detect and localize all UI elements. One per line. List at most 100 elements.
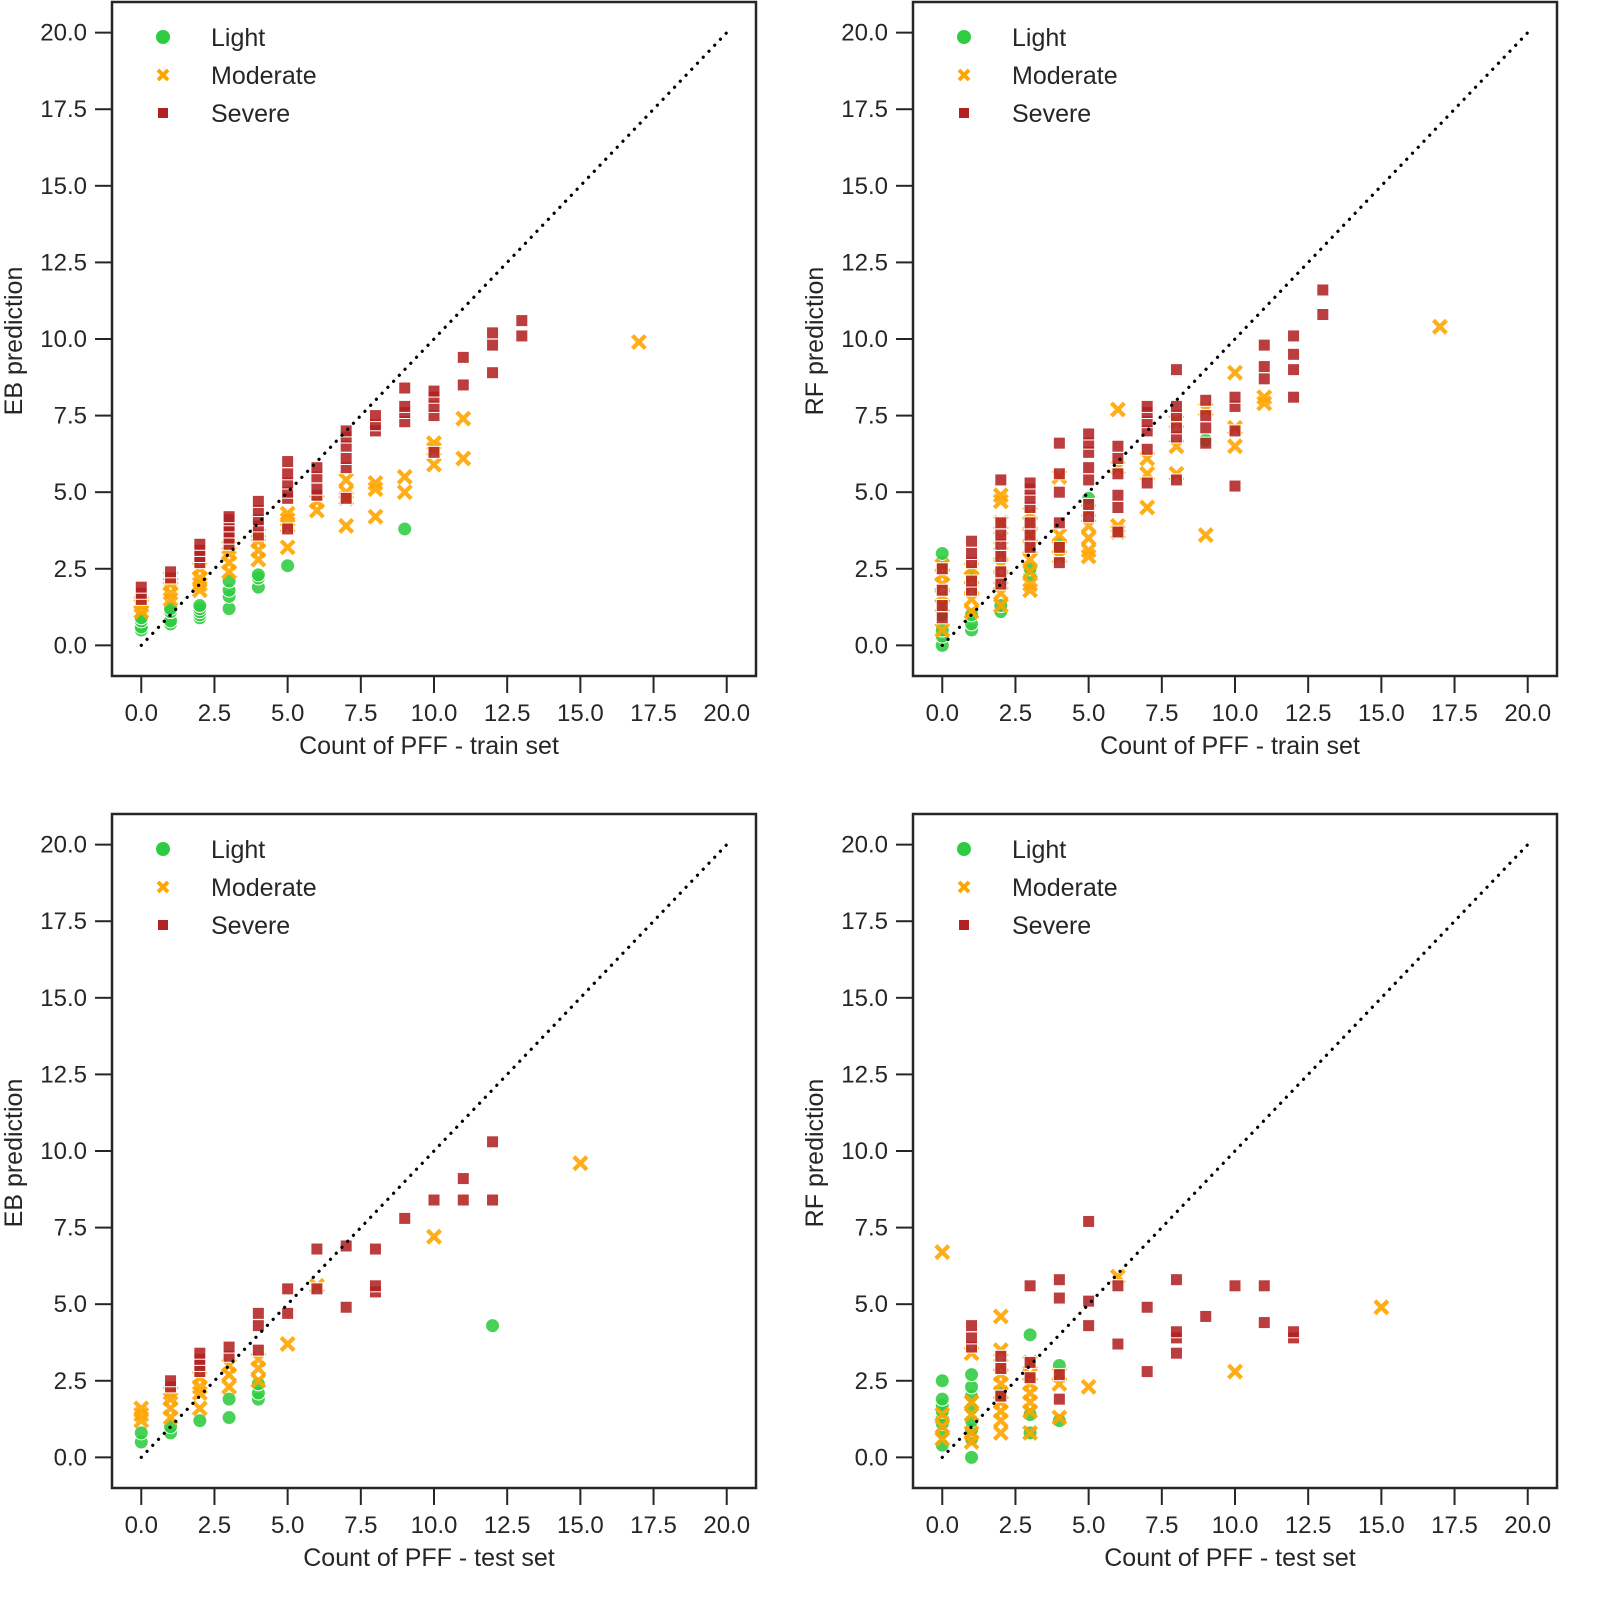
point-severe — [1228, 1279, 1242, 1293]
point-severe — [965, 574, 979, 588]
point-moderate — [1256, 389, 1273, 406]
y-tick-label: 2.5 — [54, 1368, 87, 1395]
point-severe — [281, 1282, 295, 1296]
point-severe — [486, 1135, 500, 1149]
y-axis-label: RF prediction — [801, 267, 829, 416]
point-severe — [1082, 1294, 1096, 1308]
point-moderate — [963, 1424, 980, 1441]
point-severe — [965, 1331, 979, 1345]
point-severe — [1287, 1325, 1301, 1339]
point-light — [485, 1318, 501, 1334]
y-tick-label: 10.0 — [40, 1138, 87, 1165]
x-tick-label: 5.0 — [1072, 700, 1105, 727]
point-severe — [1082, 510, 1096, 524]
point-severe — [339, 424, 353, 438]
point-moderate — [1197, 527, 1214, 544]
y-tick-label: 0.0 — [54, 1444, 87, 1471]
legend-label-moderate: Moderate — [211, 874, 317, 902]
point-light — [934, 545, 950, 561]
point-severe — [1199, 436, 1213, 450]
legend-marker-moderate — [156, 68, 170, 82]
x-axis-label: Count of PFF - train set — [1100, 732, 1360, 760]
chart-rf-test: 0.0 2.5 5.0 7.5 10.0 12.5 15.0 17.5 20.0 0.0 2.5 5.… — [801, 812, 1559, 1572]
y-tick-label: 10.0 — [841, 1138, 888, 1165]
point-severe — [1082, 427, 1096, 441]
point-severe — [456, 378, 470, 392]
point-severe — [1052, 485, 1066, 499]
point-severe — [1052, 556, 1066, 570]
x-tick-label: 20.0 — [703, 700, 750, 727]
x-axis-label: Count of PFF - test set — [1104, 1544, 1356, 1572]
data-points — [133, 314, 647, 638]
point-severe — [1023, 1279, 1037, 1293]
y-tick-label: 17.5 — [841, 96, 888, 123]
x-tick-label: 10.0 — [411, 1512, 458, 1539]
x-axis-label: Count of PFF - test set — [303, 1544, 555, 1572]
point-severe — [486, 366, 500, 380]
y-tick-label: 12.5 — [841, 249, 888, 276]
point-severe — [251, 1306, 265, 1320]
legend-marker-severe — [158, 108, 168, 118]
point-severe — [1287, 347, 1301, 361]
panel-eb-test: 0.0 2.5 5.0 7.5 10.0 12.5 15.0 17.5 20.0 0.0 2.5 5.… — [0, 812, 803, 1619]
x-tick-label: 17.5 — [1431, 700, 1478, 727]
point-light — [934, 1391, 950, 1407]
point-moderate — [367, 475, 384, 491]
identity-line — [139, 31, 729, 647]
point-severe — [1169, 473, 1183, 487]
y-tick-label: 17.5 — [40, 96, 87, 123]
x-tick-label: 20.0 — [703, 1512, 750, 1539]
x-tick-label: 5.0 — [271, 700, 304, 727]
point-severe — [1023, 516, 1037, 530]
point-severe — [398, 1211, 412, 1225]
point-severe — [1169, 1346, 1183, 1360]
legend: Light Moderate Severe — [957, 24, 1118, 128]
y-tick-label: 7.5 — [54, 1215, 87, 1242]
legend: Light Moderate Severe — [156, 836, 317, 940]
y-tick-label: 7.5 — [54, 403, 87, 430]
legend-label-moderate: Moderate — [211, 62, 317, 90]
point-severe — [310, 1242, 324, 1256]
point-severe — [1111, 467, 1125, 481]
point-severe — [1169, 363, 1183, 377]
point-severe — [281, 522, 295, 536]
legend-label-severe: Severe — [1012, 912, 1091, 940]
x-tick-label: 17.5 — [630, 1512, 677, 1539]
x-tick-label: 17.5 — [1431, 1512, 1478, 1539]
x-tick-label: 15.0 — [1358, 700, 1405, 727]
legend-marker-light — [957, 30, 971, 44]
point-severe — [339, 1300, 353, 1314]
legend-label-light: Light — [211, 836, 265, 864]
y-tick-label: 15.0 — [841, 173, 888, 200]
point-severe — [368, 1242, 382, 1256]
point-moderate — [396, 484, 413, 501]
point-moderate — [279, 1336, 296, 1352]
point-severe — [1052, 467, 1066, 481]
y-tick-label: 5.0 — [855, 1291, 888, 1318]
point-severe — [368, 1279, 382, 1293]
x-tick-label: 0.0 — [125, 700, 158, 727]
legend-marker-light — [156, 842, 170, 856]
x-tick-label: 12.5 — [1285, 700, 1332, 727]
y-tick-label: 15.0 — [841, 985, 888, 1012]
point-severe — [1257, 372, 1271, 386]
point-severe — [222, 510, 236, 524]
x-tick-label: 0.0 — [926, 700, 959, 727]
x-tick-label: 2.5 — [198, 1512, 231, 1539]
point-moderate — [133, 1400, 150, 1417]
point-moderate — [396, 468, 413, 485]
point-severe — [1257, 1316, 1271, 1330]
point-severe — [1111, 451, 1125, 465]
legend-label-light: Light — [1012, 836, 1066, 864]
point-severe — [1199, 1309, 1213, 1323]
point-severe — [1228, 390, 1242, 404]
point-severe — [281, 455, 295, 469]
point-moderate — [1080, 542, 1097, 559]
y-tick-label: 7.5 — [855, 403, 888, 430]
point-moderate — [455, 450, 472, 467]
point-moderate — [1373, 1299, 1390, 1316]
x-tick-label: 7.5 — [1145, 1512, 1178, 1539]
point-severe — [1052, 1392, 1066, 1406]
point-severe — [1169, 421, 1183, 435]
point-severe — [1316, 307, 1330, 321]
